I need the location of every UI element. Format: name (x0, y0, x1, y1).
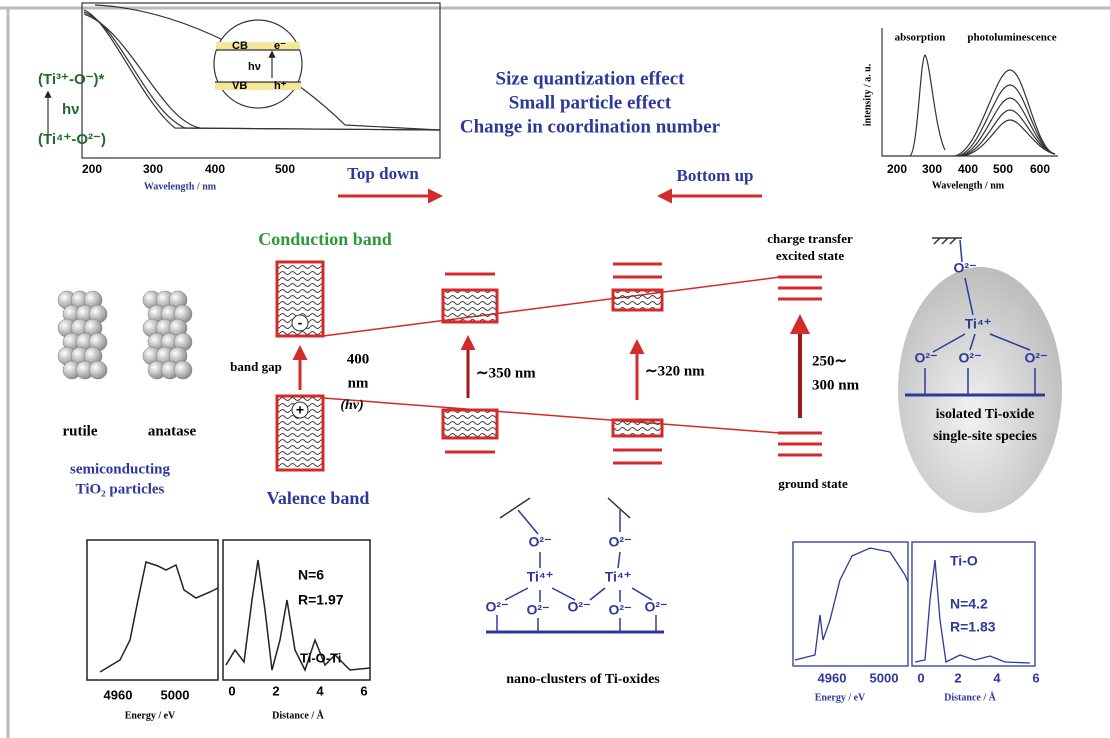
tick-label: 5000 (161, 687, 190, 702)
tick-label: 2 (272, 683, 279, 698)
ground-state: ground state (778, 476, 848, 491)
inset-label: hν (248, 61, 261, 73)
tick-label: 300 (143, 162, 163, 176)
header-line: Size quantization effect (496, 68, 686, 89)
state-label: (Ti³⁺-O⁻)* (38, 71, 105, 88)
tick-label: 4 (993, 670, 1001, 685)
state-label: (Ti⁴⁺-O²⁻) (38, 131, 106, 148)
axis-label: Energy / eV (125, 710, 176, 721)
anatase-label: anatase (148, 423, 197, 439)
valence-band: Valence band (267, 488, 370, 508)
hole: + (296, 402, 304, 418)
tick-label: 500 (993, 162, 1013, 176)
ion: O²⁻ (954, 260, 977, 276)
ion: O²⁻ (915, 350, 938, 366)
axis-label: Wavelength / nm (932, 180, 1005, 191)
axis-label: intensity / a. u. (862, 63, 873, 126)
frame (0, 6, 1110, 738)
ion: Ti⁴⁺ (605, 569, 632, 585)
conduction-band: Conduction band (258, 229, 392, 249)
electron: - (298, 315, 303, 331)
header-line: Small particle effect (509, 92, 672, 113)
rutile-label: rutile (63, 423, 98, 439)
fit-label: R=1.97 (298, 592, 344, 608)
transition-label: ∼320 nm (645, 363, 705, 379)
xafs-site (792, 541, 1036, 667)
inset-label: e⁻ (274, 40, 286, 52)
band-gap: band gap (230, 359, 282, 374)
axis-label: Distance / Å (272, 709, 324, 721)
tick-label: 200 (887, 162, 907, 176)
atom (88, 360, 108, 380)
tick-label: 4960 (818, 670, 847, 685)
isolated-site (898, 237, 1062, 513)
nano-cluster (486, 497, 664, 634)
axis-label: Distance / Å (944, 691, 996, 703)
axis-label: Wavelength / nm (144, 181, 217, 192)
gap-wavelength: (hv) (340, 398, 363, 413)
particle-caption: TiO₂ particles (76, 481, 165, 497)
band-diagram (275, 260, 822, 472)
plot-label: absorption (895, 32, 946, 44)
header-line: Change in coordination number (460, 116, 721, 137)
tick-label: 200 (82, 162, 102, 176)
inset-label: VB (232, 80, 247, 92)
top-down-label: Top down (347, 164, 419, 183)
ion: O²⁻ (529, 534, 552, 550)
particle-caption: semiconducting (70, 461, 171, 477)
transition-label: 300 nm (812, 377, 860, 393)
axis-label: Energy / eV (815, 692, 866, 703)
bottom-up-label: Bottom up (677, 166, 754, 185)
ion: O²⁻ (486, 599, 509, 615)
tick-label: 500 (275, 162, 295, 176)
ion: O²⁻ (959, 350, 982, 366)
emission-plot (881, 28, 1058, 157)
ion: Ti⁴⁺ (527, 569, 554, 585)
ion: Ti⁴⁺ (965, 316, 992, 332)
ion: O²⁻ (1025, 350, 1048, 366)
site-caption: isolated Ti-oxide (936, 407, 1035, 422)
inset-label: h⁺ (274, 80, 287, 92)
tick-label: 0 (228, 683, 235, 698)
ion: O²⁻ (568, 599, 591, 615)
ion: O²⁻ (609, 534, 632, 550)
tick-label: 400 (958, 162, 978, 176)
gap-wavelength: 400 (347, 351, 370, 367)
gap-wavelength: nm (348, 375, 369, 391)
tick-label: 6 (360, 683, 367, 698)
transition-label: 250∼ (812, 353, 847, 369)
ion: O²⁻ (645, 599, 668, 615)
tick-label: 4 (316, 683, 324, 698)
fit-label: Ti-O (950, 553, 978, 569)
tick-label: 5000 (870, 670, 899, 685)
tick-label: 300 (922, 162, 942, 176)
excited-state: excited state (776, 248, 844, 263)
fit-label: N=4.2 (950, 596, 988, 612)
cluster-caption: nano-clusters of Ti-oxides (506, 672, 660, 687)
fit-label: Ti-O-Ti (300, 650, 341, 665)
ion: O²⁻ (609, 602, 632, 618)
absorption-plot (44, 2, 441, 159)
atom (173, 360, 193, 380)
state-label: hν (62, 101, 80, 118)
tick-label: 400 (205, 162, 225, 176)
tick-label: 600 (1030, 162, 1050, 176)
fit-label: R=1.83 (950, 619, 996, 635)
particle-models (57, 290, 193, 380)
tick-label: 2 (954, 670, 961, 685)
xafs-bulk (86, 539, 371, 681)
site-caption: single-site species (933, 429, 1037, 444)
transition-label: ∼350 nm (476, 365, 536, 381)
plot-label: photoluminescence (967, 32, 1056, 44)
excited-state: charge transfer (767, 231, 853, 246)
tick-label: 6 (1032, 670, 1039, 685)
inset-label: CB (232, 40, 248, 52)
tick-label: 0 (917, 670, 924, 685)
ion: O²⁻ (527, 602, 550, 618)
tick-label: 4960 (104, 687, 133, 702)
fit-label: N=6 (298, 567, 324, 583)
